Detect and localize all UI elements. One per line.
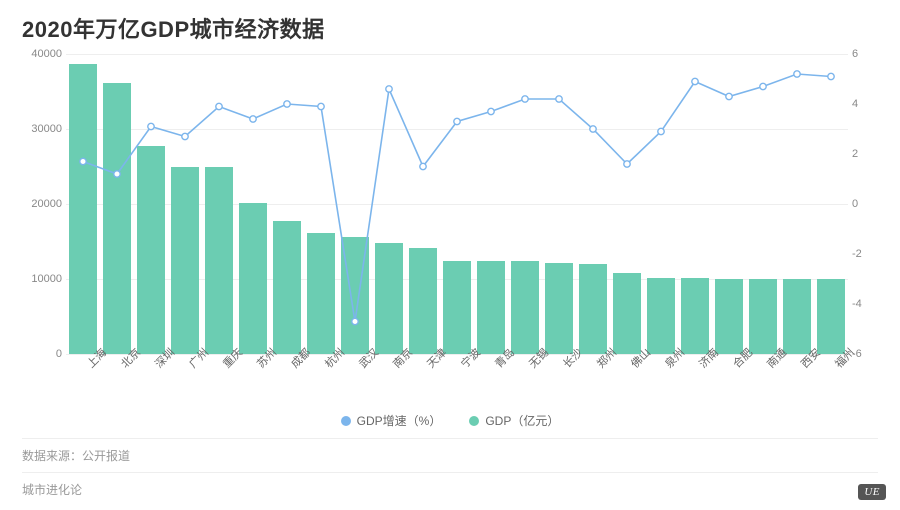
- line-swatch-icon: [341, 416, 351, 426]
- line-marker: [454, 118, 460, 124]
- y-left-tick: 10000: [22, 273, 62, 285]
- legend-bar-label: GDP（亿元）: [485, 412, 559, 429]
- line-marker: [590, 126, 596, 132]
- line-marker: [794, 71, 800, 77]
- line-marker: [726, 93, 732, 99]
- line-marker: [352, 318, 358, 324]
- line-marker: [216, 103, 222, 109]
- line-marker: [386, 86, 392, 92]
- x-slot: 无锡: [508, 358, 542, 398]
- chart-title: 2020年万亿GDP城市经济数据: [22, 12, 325, 44]
- line-marker: [658, 128, 664, 134]
- line-marker: [182, 133, 188, 139]
- line-marker: [420, 163, 426, 169]
- gridline: [66, 354, 848, 355]
- x-slot: 深圳: [134, 358, 168, 398]
- legend-item-growth: GDP增速（%）: [341, 412, 442, 429]
- y-left-tick: 0: [22, 348, 62, 360]
- x-slot: 合肥: [712, 358, 746, 398]
- line-marker: [114, 171, 120, 177]
- x-slot: 泉州: [644, 358, 678, 398]
- x-slot: 济南: [678, 358, 712, 398]
- line-marker: [556, 96, 562, 102]
- line-marker: [624, 161, 630, 167]
- x-slot: 重庆: [202, 358, 236, 398]
- line-marker: [250, 116, 256, 122]
- y-right-tick: 6: [852, 48, 880, 60]
- x-slot: 成都: [270, 358, 304, 398]
- footer-brand: 城市进化论: [22, 472, 878, 498]
- y-right-tick: 4: [852, 98, 880, 110]
- x-slot: 上海: [66, 358, 100, 398]
- x-slot: 青岛: [474, 358, 508, 398]
- x-slot: 天津: [406, 358, 440, 398]
- line-marker: [692, 78, 698, 84]
- line-marker: [284, 101, 290, 107]
- line-marker: [828, 73, 834, 79]
- x-slot: 苏州: [236, 358, 270, 398]
- y-left-tick: 20000: [22, 198, 62, 210]
- line-marker: [522, 96, 528, 102]
- x-slot: 南通: [746, 358, 780, 398]
- y-left-tick: 40000: [22, 48, 62, 60]
- y-right-tick: 0: [852, 198, 880, 210]
- bar-swatch-icon: [469, 416, 479, 426]
- legend: GDP增速（%） GDP（亿元）: [0, 412, 900, 429]
- line-marker: [80, 158, 86, 164]
- x-axis-labels: 上海北京深圳广州重庆苏州成都杭州武汉南京天津宁波青岛无锡长沙郑州佛山泉州济南合肥…: [66, 358, 848, 398]
- watermark-badge: UE: [858, 484, 886, 500]
- x-slot: 南京: [372, 358, 406, 398]
- x-slot: 佛山: [610, 358, 644, 398]
- x-slot: 北京: [100, 358, 134, 398]
- line-marker: [760, 83, 766, 89]
- x-slot: 杭州: [304, 358, 338, 398]
- x-slot: 西安: [780, 358, 814, 398]
- source-text: 数据来源：公开报道: [22, 438, 878, 464]
- line-marker: [318, 103, 324, 109]
- line-marker: [148, 123, 154, 129]
- legend-item-gdp: GDP（亿元）: [469, 412, 559, 429]
- x-slot: 广州: [168, 358, 202, 398]
- x-slot: 福州: [814, 358, 848, 398]
- x-slot: 郑州: [576, 358, 610, 398]
- brand-text: 城市进化论: [22, 472, 878, 498]
- footer-source: 数据来源：公开报道: [22, 438, 878, 464]
- x-slot: 长沙: [542, 358, 576, 398]
- y-right-tick: -4: [852, 298, 880, 310]
- x-slot: 武汉: [338, 358, 372, 398]
- growth-line: [83, 74, 831, 322]
- chart-panel: 010000200003000040000 -6-4-20246 上海北京深圳广…: [22, 48, 878, 408]
- line-marker: [488, 108, 494, 114]
- plot-area: [66, 54, 848, 354]
- legend-line-label: GDP增速（%）: [357, 412, 442, 429]
- y-left-tick: 30000: [22, 123, 62, 135]
- line-series: [66, 54, 848, 354]
- y-right-tick: 2: [852, 148, 880, 160]
- y-right-tick: -2: [852, 248, 880, 260]
- x-slot: 宁波: [440, 358, 474, 398]
